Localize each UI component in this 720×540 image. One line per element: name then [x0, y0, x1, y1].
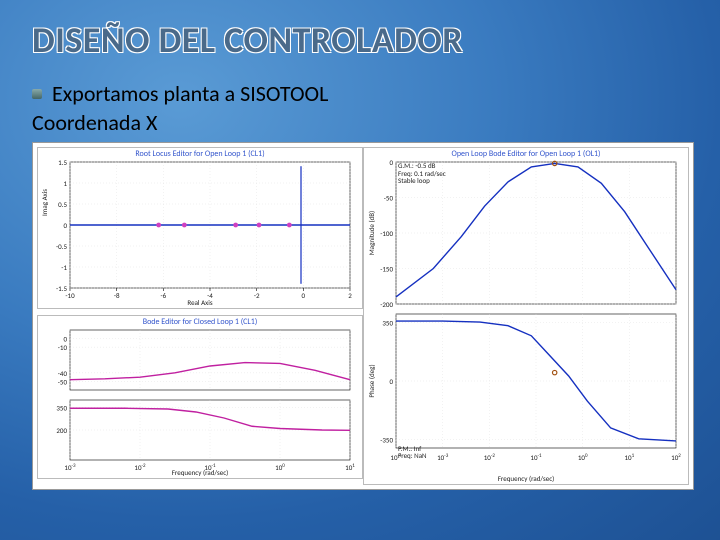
rlocus-ylabel: Imag Axis [40, 189, 49, 216]
svg-text:-350: -350 [380, 436, 393, 445]
openloop-bode-panel: Open Loop Bode Editor for Open Loop 1 (O… [363, 147, 689, 485]
annot-st: Stable loop [398, 177, 446, 185]
svg-text:100: 100 [578, 453, 588, 462]
subtitle: Coordenada X [32, 109, 688, 136]
svg-text:-1: -1 [61, 263, 67, 272]
svg-text:350: 350 [56, 404, 67, 413]
svg-text:-200: -200 [380, 300, 393, 309]
olbode-title: Open Loop Bode Editor for Open Loop 1 (O… [364, 149, 688, 159]
svg-text:102: 102 [671, 453, 681, 462]
svg-text:10-3: 10-3 [437, 453, 449, 462]
svg-text:-50: -50 [384, 194, 394, 203]
svg-text:0: 0 [389, 377, 393, 386]
closedloop-bode-panel: Bode Editor for Closed Loop 1 (CL1) -50-… [37, 315, 363, 479]
svg-text:0: 0 [389, 158, 393, 167]
olbode-annotation-pm: P.M.: Inf Freq: NaN [398, 445, 427, 460]
svg-text:101: 101 [625, 453, 635, 462]
svg-text:-100: -100 [380, 229, 393, 238]
clbode-xlabel: Frequency (rad/sec) [38, 468, 362, 477]
svg-text:-150: -150 [380, 265, 393, 274]
svg-text:Magnitude (dB): Magnitude (dB) [367, 211, 376, 255]
svg-text:-10: -10 [58, 343, 68, 352]
page-title: DISEÑO DEL CONTROLADOR [32, 18, 688, 62]
svg-text:-1.5: -1.5 [56, 284, 67, 293]
svg-text:10-1: 10-1 [530, 453, 542, 462]
svg-text:-40: -40 [58, 369, 68, 378]
svg-text:1: 1 [63, 179, 67, 188]
rlocus-xlabel: Real Axis [38, 298, 362, 307]
svg-text:0: 0 [63, 335, 67, 344]
bullet-text: Exportamos planta a SISOTOOL [52, 80, 328, 107]
svg-text:10-2: 10-2 [484, 453, 496, 462]
svg-text:0.5: 0.5 [58, 200, 67, 209]
svg-text:0: 0 [63, 221, 67, 230]
svg-text:1.5: 1.5 [58, 158, 67, 167]
annot-fnan: Freq: NaN [398, 452, 427, 460]
rlocus-svg: -10-8-6-4-202-1.5-1-0.500.511.5 [38, 148, 358, 306]
olbode-svg: -200 -150 -100 -50 0 Magnitude (dB) -350 0 350 Ph… [364, 148, 684, 468]
slide: DISEÑO DEL CONTROLADOR Exportamos planta… [0, 0, 720, 540]
bullet-icon [32, 89, 42, 99]
rlocus-title: Root Locus Editor for Open Loop 1 (CL1) [38, 149, 362, 159]
svg-text:200: 200 [56, 426, 67, 435]
olbode-xlabel: Frequency (rad/sec) [364, 474, 688, 483]
svg-text:-50: -50 [58, 377, 68, 386]
svg-text:-0.5: -0.5 [56, 242, 67, 251]
olbode-annotation: G.M.: -0.5 dB Freq: 0.1 rad/sec Stable l… [398, 162, 446, 185]
bullet-row: Exportamos planta a SISOTOOL [32, 80, 688, 107]
svg-text:Phase (deg): Phase (deg) [367, 364, 376, 397]
svg-text:350: 350 [382, 318, 393, 327]
clbode-title: Bode Editor for Closed Loop 1 (CL1) [38, 317, 362, 327]
root-locus-panel: Root Locus Editor for Open Loop 1 (CL1) … [37, 147, 363, 309]
clbode-svg: -50-40-10020035010-310-210-1100101 [38, 316, 358, 476]
sisotool-figure: Root Locus Editor for Open Loop 1 (CL1) … [32, 142, 694, 490]
